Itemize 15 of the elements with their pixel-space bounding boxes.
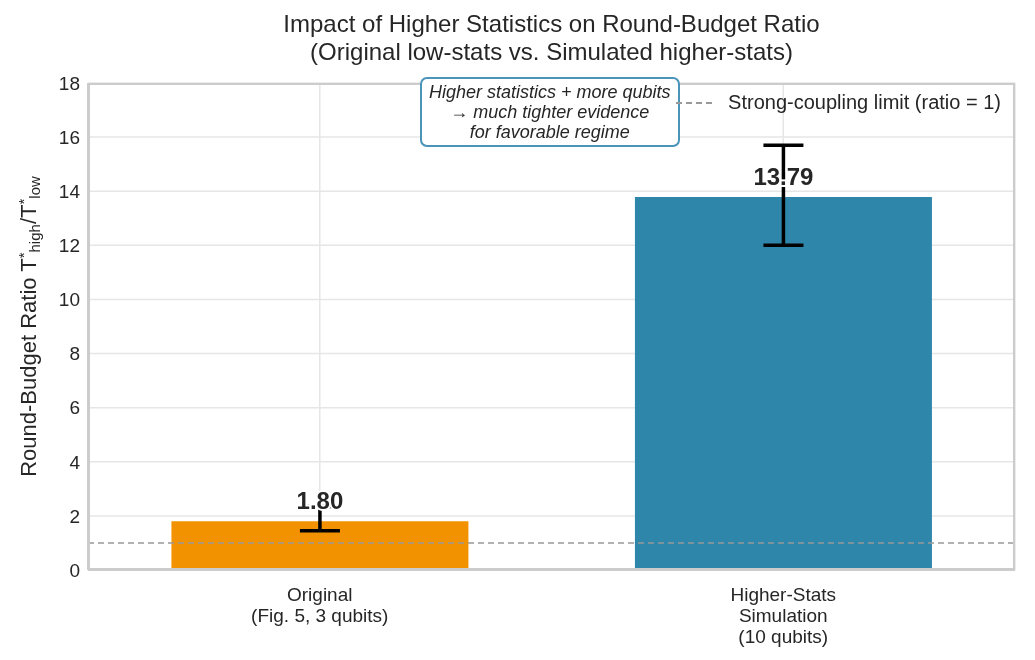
y-tick-label: 4 [69, 451, 81, 473]
legend-label: Strong-coupling limit (ratio = 1) [728, 91, 1001, 114]
x-tick-label: Higher-Stats Simulation (10 qubits) [730, 584, 837, 647]
chart-title: Impact of Higher Statistics on Round-Budget Ratio (Original low-stats vs. Simulated higher-stats) [282, 10, 821, 66]
y-tick-label: 6 [69, 397, 80, 419]
y-tick-label: 12 [58, 235, 80, 257]
y-tick-label: 2 [69, 505, 80, 527]
annotation: Higher statistics + more qubits → much tighter evidence for favorable regime [420, 77, 680, 147]
y-tick-label: 18 [58, 72, 80, 94]
y-tick-label: 8 [69, 343, 80, 365]
y-tick-label: 0 [69, 559, 80, 581]
y-tick-label: 14 [58, 180, 81, 202]
y-tick-label: 10 [58, 289, 80, 311]
x-tick-label: Original (Fig. 5, 3 qubits) [251, 584, 389, 626]
y-tick-label: 16 [58, 126, 80, 148]
